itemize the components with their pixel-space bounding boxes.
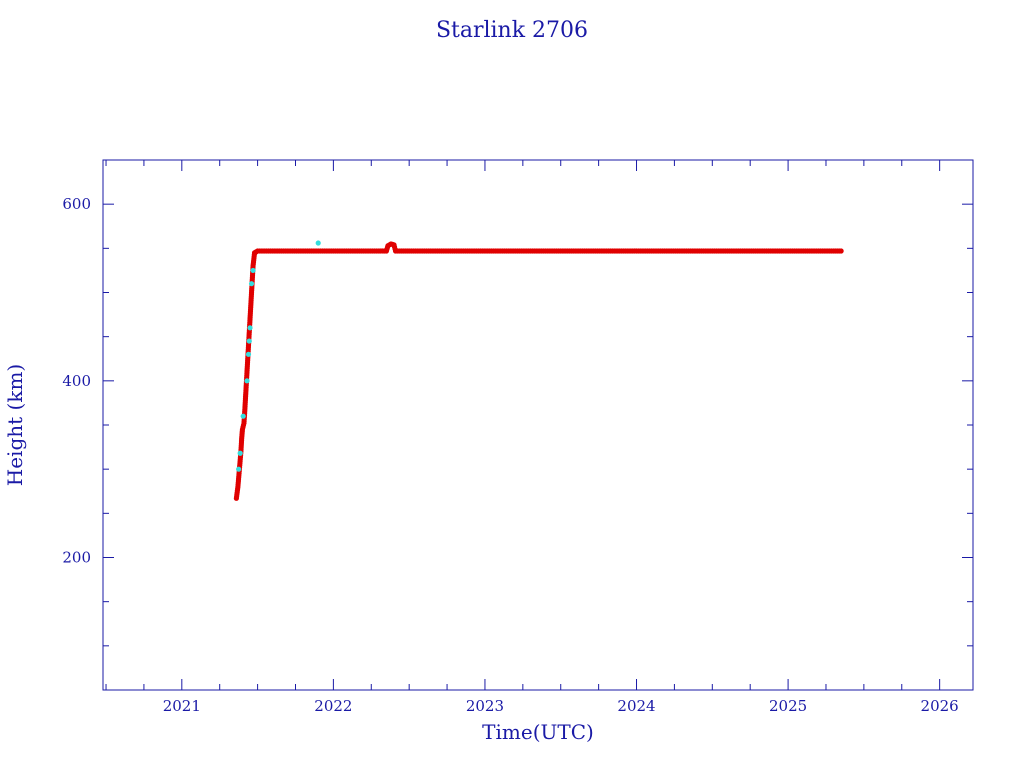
data-point-cyan [246,338,252,344]
data-point-cyan [247,325,253,331]
y-axis-label: Height (km) [3,364,27,486]
x-axis: 2021 2022 2023 2024 2025 2026 [105,160,959,715]
plot-frame [102,159,974,691]
x-tick-label: 2024 [617,697,655,715]
data-point-cyan [250,267,256,274]
data-point-cyan [248,281,255,287]
data-point-cyan [236,466,242,472]
data-point-cyan [237,450,243,456]
x-tick-label: 2022 [314,697,352,715]
y-tick-label: 400 [62,372,91,390]
data-point-red [838,248,844,254]
x-tick-label: 2026 [921,697,959,715]
y-axis: 200 400 600 [62,195,973,647]
x-tick-label: 2021 [163,697,201,715]
y-tick-label: 600 [62,195,91,213]
data-point-cyan [240,413,246,419]
y-tick-label: 200 [62,549,91,567]
data-points [233,240,844,501]
data-point-cyan [245,351,252,357]
x-tick-label: 2025 [769,697,807,715]
x-axis-label: Time(UTC) [482,720,594,744]
data-point-cyan [315,240,321,246]
chart-title: Starlink 2706 [436,18,588,43]
x-tick-label: 2023 [466,697,504,715]
data-point-cyan [244,378,250,384]
